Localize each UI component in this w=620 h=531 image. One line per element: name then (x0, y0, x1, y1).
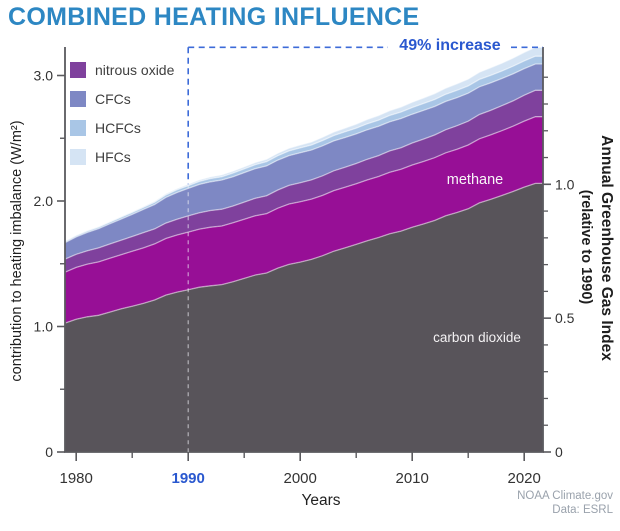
legend-swatch (70, 90, 86, 107)
x-tick-label: 1990 (172, 470, 205, 487)
y-left-tick-label: 2.0 (34, 193, 54, 209)
area-cfcs (65, 64, 543, 260)
area-hcfcs (65, 56, 543, 243)
y-left-tick-label: 3.0 (34, 68, 54, 84)
legend-item-hfcs: HFCs (70, 148, 174, 165)
area-methane (65, 116, 543, 324)
legend-label: nitrous oxide (95, 61, 175, 78)
area-label-carbon-dioxide: carbon dioxide (433, 330, 521, 345)
legend-item-nitrous-oxide: nitrous oxide (70, 61, 174, 78)
x-tick-label: 2010 (396, 470, 429, 487)
band-edges (64, 46, 543, 324)
legend-label: HCFCs (95, 119, 141, 136)
y-axis-left-title: contribution to heating imbalance (W/m²) (9, 120, 25, 382)
x-axis-title: Years (301, 492, 341, 509)
y-axis-right-subtitle: (relative to 1990) (578, 189, 594, 305)
band-edge (64, 55, 543, 243)
page-title: COMBINED HEATING INFLUENCE (8, 3, 420, 31)
band-edge (64, 89, 543, 260)
legend-label: HFCs (95, 148, 131, 165)
legend: nitrous oxide CFCs HCFCs HFCs (70, 61, 174, 177)
band-edge (64, 63, 543, 244)
y-right-tick-label: 0.5 (555, 310, 575, 326)
legend-item-hcfcs: HCFCs (70, 119, 174, 136)
credit-source: NOAA Climate.gov (517, 490, 613, 502)
band-edge (64, 46, 543, 242)
increase-annotation: 49% increase (399, 37, 501, 54)
x-tick-label: 2000 (284, 470, 317, 487)
axes: 1980 1990 2000 2010 2020 0 1.0 2.0 3.0 0 0.5 1.0 (34, 47, 575, 487)
area-nitrous-oxide (65, 90, 543, 273)
y-right-tick-label: 1.0 (555, 176, 575, 192)
legend-label: CFCs (95, 90, 131, 107)
y-left-tick-label: 1.0 (34, 319, 54, 335)
x-tick-label: 1980 (60, 470, 93, 487)
credit-data: Data: ESRL (552, 504, 613, 516)
annotation-lines (187, 46, 543, 452)
credits: NOAA Climate.gov Data: ESRL (517, 489, 613, 517)
area-carbon-dioxide (65, 183, 543, 452)
y-axis-right-title: Annual Greenhouse Gas Index (598, 135, 615, 361)
y-right-tick-label: 0 (555, 444, 563, 460)
y-left-tick-label: 0 (45, 444, 53, 460)
x-tick-label: 2020 (508, 470, 541, 487)
band-edge (64, 116, 543, 273)
legend-swatch (70, 119, 86, 136)
legend-swatch (70, 148, 86, 165)
area-label-methane: methane (446, 172, 504, 188)
legend-item-cfcs: CFCs (70, 90, 174, 107)
band-edge (64, 182, 543, 324)
legend-swatch (70, 61, 86, 78)
